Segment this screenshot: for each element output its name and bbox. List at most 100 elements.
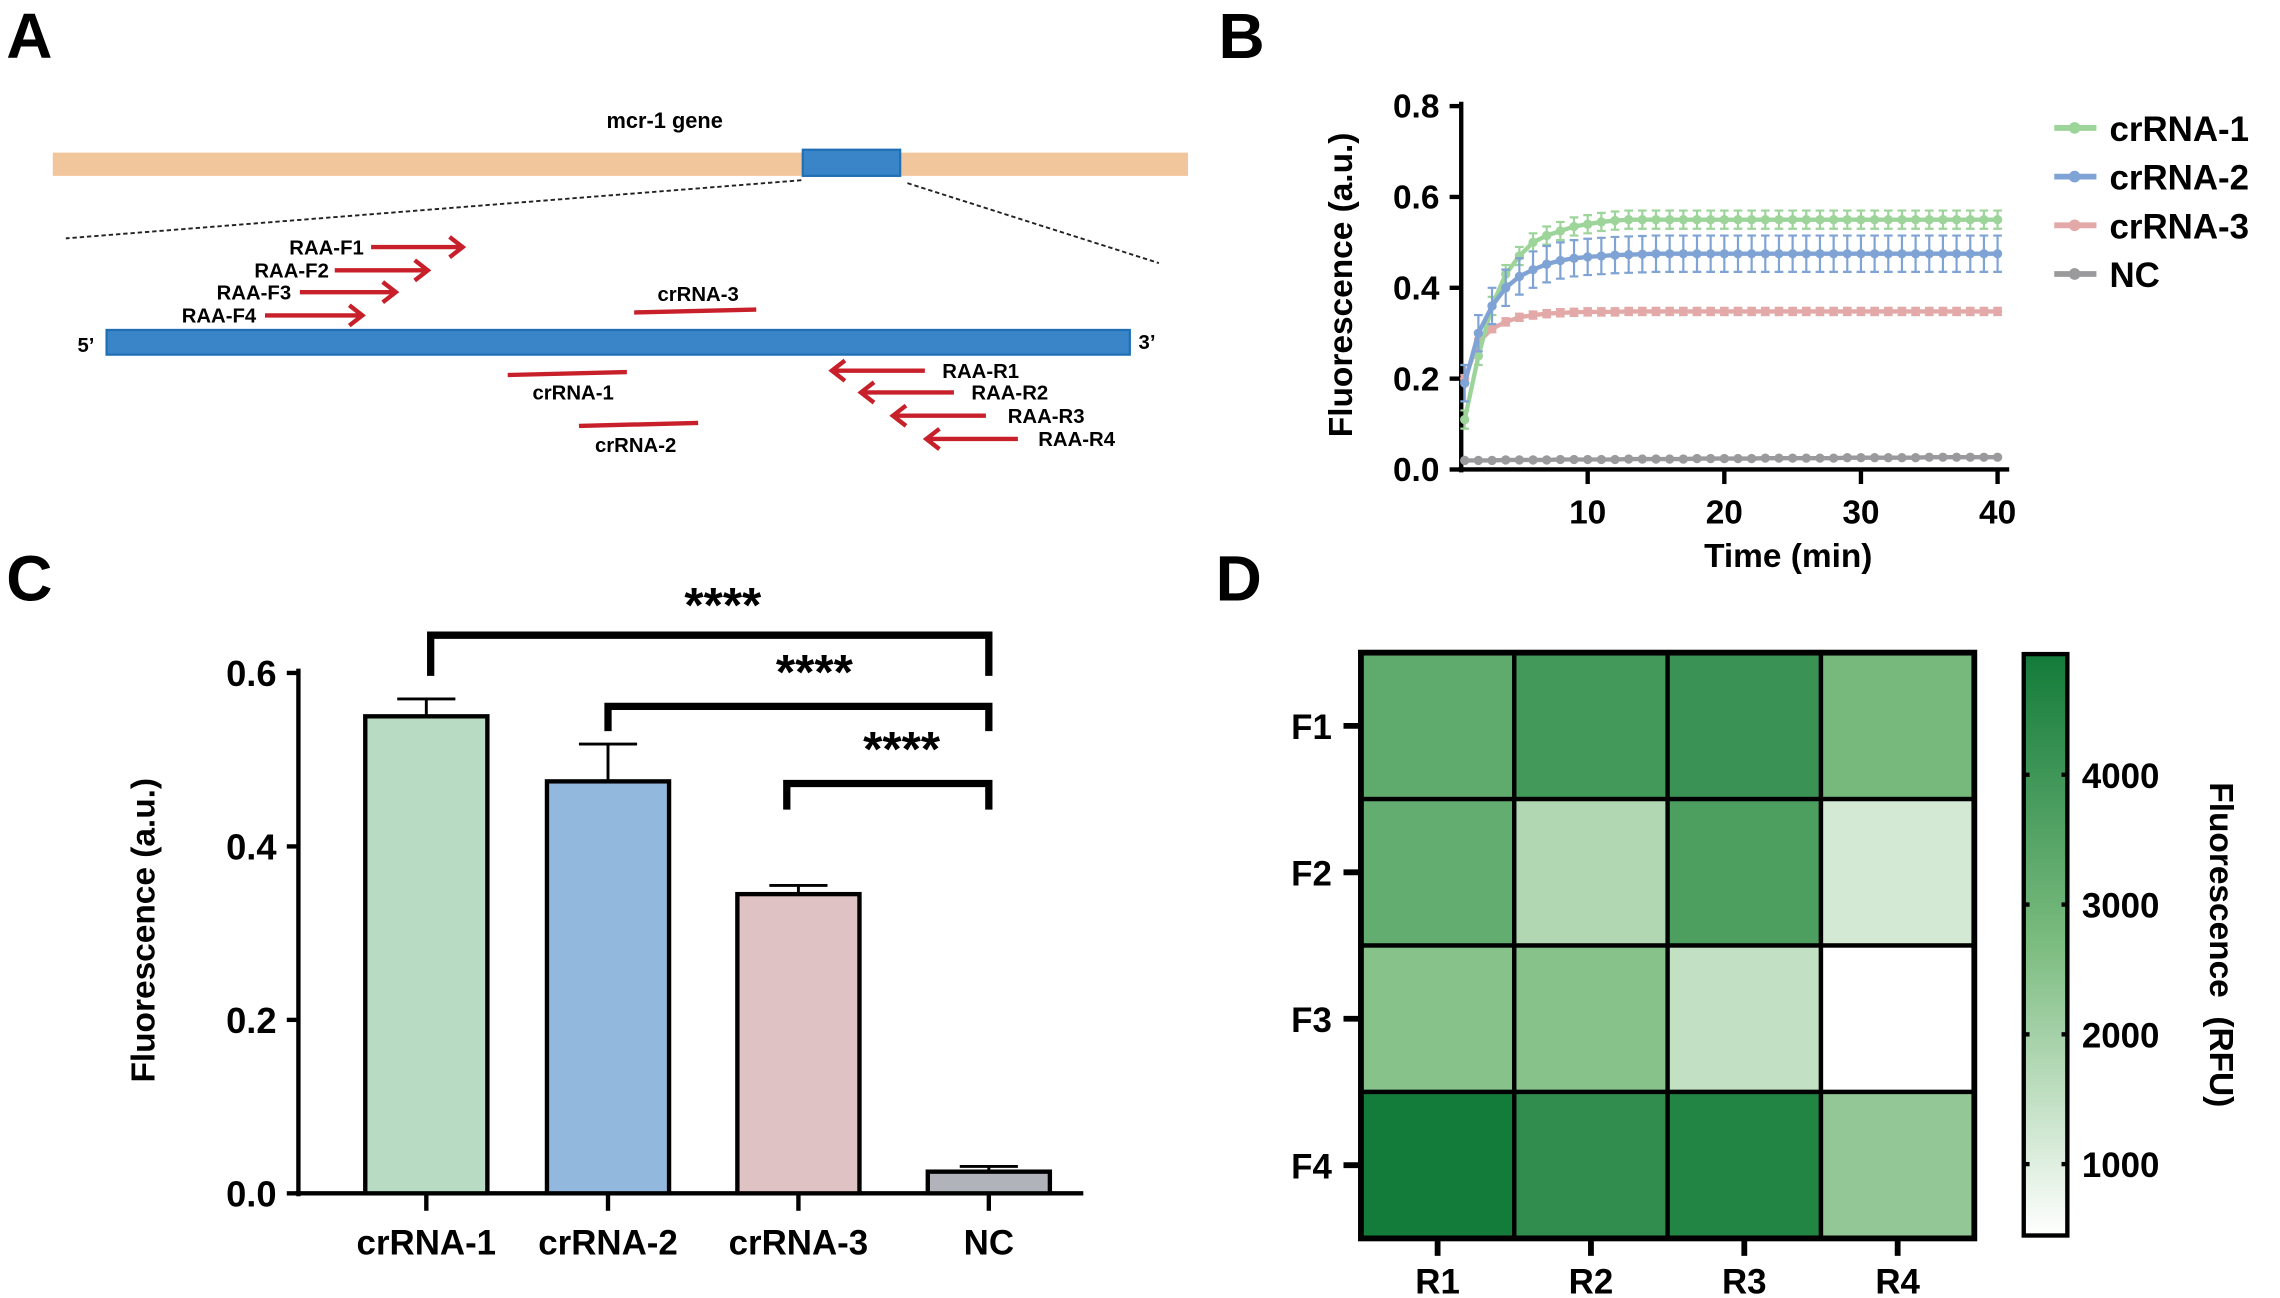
data-point [1719, 453, 1729, 464]
data-point [1815, 249, 1825, 259]
bar-crRNA-1 [363, 714, 490, 1196]
data-point [1951, 306, 1962, 317]
crrna-label: crRNA-2 [595, 435, 676, 457]
legend-marker [2068, 122, 2081, 134]
data-point [1910, 249, 1921, 259]
data-point [1856, 453, 1866, 463]
data-point [1938, 249, 1948, 259]
data-point [1774, 249, 1784, 259]
data-point [1897, 306, 1907, 317]
data-point [1706, 249, 1716, 259]
significance-bracket [427, 631, 993, 676]
data-point [1897, 453, 1907, 463]
data-point [1965, 215, 1975, 225]
data-point [1787, 453, 1798, 463]
data-point [1501, 317, 1511, 327]
data-point [1555, 226, 1566, 236]
heatmap-cell [1665, 796, 1824, 948]
data-point [1883, 306, 1893, 317]
target-strand [105, 328, 1131, 356]
data-point [1569, 221, 1579, 232]
column-label: R3 [1722, 1263, 1767, 1298]
category-label: crRNA-1 [357, 1223, 497, 1262]
heatmap-cell [1665, 650, 1824, 802]
colorbar-tick-label: 4000 [2082, 757, 2160, 796]
x-axis-label: Time (min) [1704, 538, 1872, 575]
data-point [1473, 455, 1484, 466]
legend-marker [2068, 268, 2081, 280]
y-axis-label: Fluorescence (a.u.) [1323, 133, 1360, 438]
category-label: crRNA-2 [538, 1223, 678, 1262]
heatmap-cell [1358, 650, 1517, 802]
data-point [1528, 455, 1538, 465]
y-tick-label: 0.0 [1393, 452, 1439, 489]
panel-b-line-chart: B 0.0 0.2 0.4 0.6 0.8 10 20 30 40 Time (min) Fluor… [1218, 0, 2249, 575]
category-label: crRNA-3 [729, 1223, 869, 1262]
data-point [1992, 215, 2003, 225]
data-point [1528, 237, 1538, 248]
x-tick-label: 10 [1569, 494, 1606, 531]
data-point [1910, 306, 1921, 317]
forward-arrow-icon [334, 258, 432, 283]
significance-bracket [783, 779, 993, 810]
data-point [1787, 215, 1798, 225]
data-point [1924, 215, 1934, 225]
data-point [1828, 306, 1839, 317]
data-point [1487, 455, 1497, 466]
data-point [1842, 249, 1852, 259]
data-point [1460, 378, 1470, 388]
forward-primer-label: RAA-F3 [217, 282, 292, 304]
x-tick-label: 30 [1842, 494, 1879, 531]
colorbar-tick-label: 2000 [2082, 1016, 2160, 1055]
heatmap-cell [1512, 943, 1670, 1095]
reverse-primer-label: RAA-R4 [1038, 429, 1115, 451]
data-point [1733, 453, 1743, 464]
data-point [1951, 249, 1962, 259]
data-point [1555, 308, 1566, 318]
colorbar-tick-label: 3000 [2082, 887, 2160, 926]
zoom-line-right [907, 182, 1160, 264]
data-point [1746, 306, 1757, 317]
panel-a-diagram: A mcr-1 gene 5’ 3’ RAA-F1RAA-F2RAA-F3RAA… [6, 0, 1188, 457]
data-point [1596, 307, 1607, 317]
data-point [1760, 306, 1770, 317]
data-point [1883, 453, 1893, 463]
legend-label: crRNA-1 [2110, 110, 2250, 149]
heatmap-cell [1358, 943, 1517, 1095]
data-point [1883, 249, 1893, 259]
bar-crRNA-2 [544, 779, 672, 1196]
data-point [1555, 454, 1566, 465]
legend-label: crRNA-3 [2110, 207, 2250, 246]
data-point [1651, 306, 1661, 317]
data-point [1815, 306, 1825, 317]
data-point [1801, 215, 1811, 225]
error-bar [578, 742, 638, 782]
data-point [1678, 249, 1688, 259]
data-point [1719, 306, 1729, 317]
row-label: F4 [1291, 1147, 1332, 1186]
data-point [1460, 455, 1470, 466]
data-point [1583, 219, 1593, 229]
significance-bracket [604, 702, 993, 732]
three-prime-label: 3’ [1139, 332, 1156, 354]
heatmap-cell [1512, 650, 1670, 802]
heatmap-cell [1665, 1089, 1824, 1241]
heatmap-cell [1665, 943, 1824, 1095]
colorbar [2021, 651, 2070, 1238]
series-line [1462, 217, 1998, 420]
legend-marker [2068, 219, 2081, 232]
series-line [1462, 251, 1998, 384]
data-point [1637, 306, 1647, 317]
data-point [1897, 215, 1907, 225]
data-point [1637, 249, 1647, 259]
significance-stars: **** [863, 722, 941, 777]
forward-arrow-icon [264, 303, 366, 328]
series-NC [1460, 452, 2003, 466]
data-point [1473, 328, 1484, 338]
data-point [1869, 249, 1880, 259]
series-crRNA-3 [1460, 306, 2003, 384]
data-point [1692, 249, 1702, 259]
bar-NC [925, 1169, 1053, 1196]
data-point [1678, 306, 1688, 317]
data-point [1951, 452, 1962, 462]
